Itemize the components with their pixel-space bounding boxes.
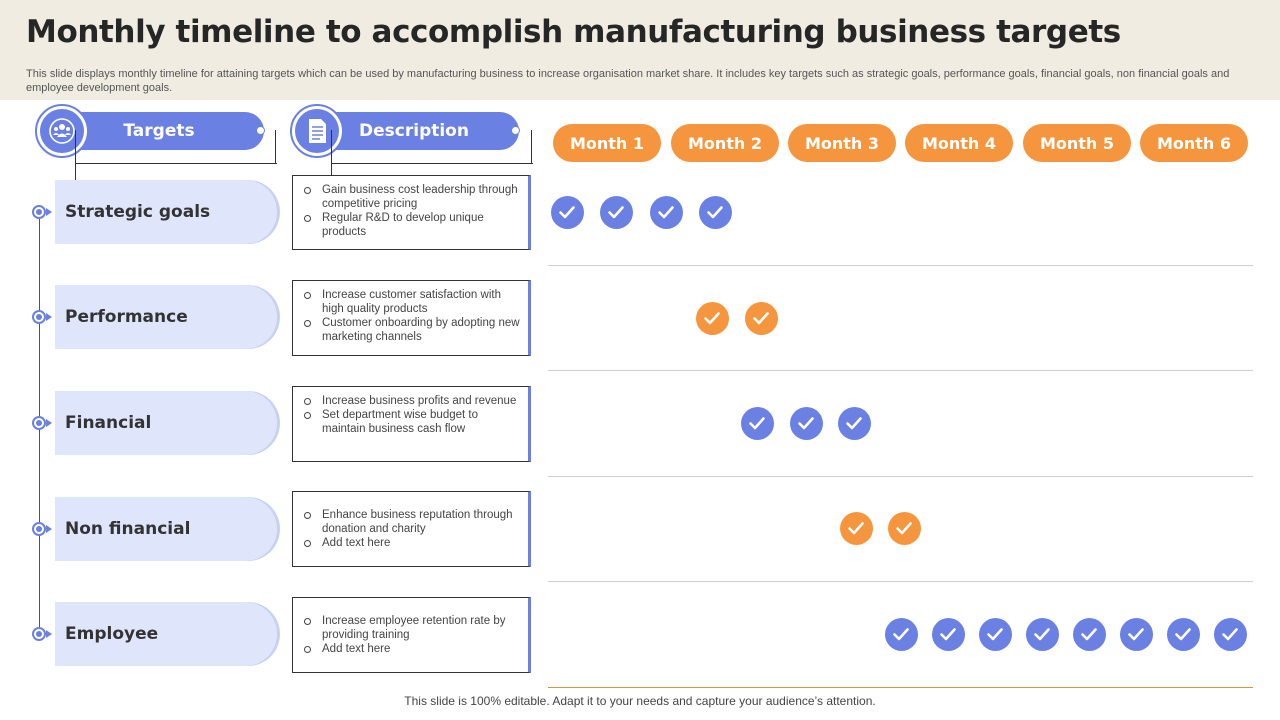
targets-connector-stem	[75, 163, 76, 181]
month-5-header: Month 5	[1023, 124, 1131, 162]
timeline-arrow	[46, 525, 52, 533]
description-box: Increase customer satisfaction with high…	[292, 280, 531, 356]
target-non-financial: Non financial	[55, 497, 277, 561]
check-icon	[744, 301, 778, 335]
description-header-end-dot	[511, 126, 520, 135]
description-item: Add text here	[303, 642, 520, 656]
check-icon	[649, 195, 683, 229]
timeline-node	[32, 416, 46, 430]
check-icon	[978, 617, 1012, 651]
description-item: Regular R&D to develop unique products	[303, 211, 520, 239]
description-box: Enhance business reputation through dona…	[292, 491, 531, 567]
target-label: Strategic goals	[65, 202, 211, 222]
check-icon	[695, 301, 729, 335]
row-divider	[548, 265, 1253, 266]
check-icon	[1025, 617, 1059, 651]
row-divider	[548, 581, 1253, 582]
team-icon	[35, 104, 89, 158]
targets-connector	[75, 130, 276, 163]
check-icon	[887, 511, 921, 545]
check-icon	[931, 617, 965, 651]
target-label: Financial	[65, 413, 152, 433]
description-connector-stem	[331, 163, 332, 176]
target-label: Employee	[65, 624, 159, 644]
description-item: Set department wise budget to maintain b…	[303, 408, 520, 436]
description-item: Increase employee retention rate by prov…	[303, 614, 520, 642]
description-box: Increase business profits and revenue Se…	[292, 386, 531, 462]
slide-subtitle: This slide displays monthly timeline for…	[26, 68, 1230, 94]
description-item: Add text here	[303, 536, 520, 550]
check-icon	[1166, 617, 1200, 651]
timeline-node	[32, 310, 46, 324]
timeline-node	[32, 522, 46, 536]
targets-header-label: Targets	[123, 121, 195, 141]
check-icon	[550, 195, 584, 229]
targets-connector-bottom	[75, 163, 277, 164]
timeline-arrow	[46, 313, 52, 321]
description-connector	[331, 130, 532, 163]
check-icon	[1213, 617, 1247, 651]
description-item: Increase customer satisfaction with high…	[303, 288, 520, 316]
month-1-header: Month 1	[553, 124, 661, 162]
header-band: Monthly timeline to accomplish manufactu…	[0, 0, 1280, 100]
month-3-header: Month 3	[788, 124, 896, 162]
month-2-header: Month 2	[671, 124, 779, 162]
description-item: Gain business cost leadership through co…	[303, 183, 520, 211]
description-connector-bottom	[331, 163, 533, 164]
check-icon	[789, 406, 823, 440]
row-divider	[548, 370, 1253, 371]
slide-title: Monthly timeline to accomplish manufactu…	[26, 14, 1121, 50]
check-icon	[698, 195, 732, 229]
targets-header: Targets	[54, 112, 264, 150]
target-employee: Employee	[55, 602, 277, 666]
target-performance: Performance	[55, 285, 277, 349]
month-4-header: Month 4	[905, 124, 1013, 162]
targets-header-end-dot	[256, 126, 265, 135]
timeline-arrow	[46, 208, 52, 216]
timeline-node	[32, 627, 46, 641]
timeline-arrow	[46, 630, 52, 638]
check-icon	[884, 617, 918, 651]
bottom-divider	[548, 687, 1253, 688]
timeline-node	[32, 205, 46, 219]
target-label: Performance	[65, 307, 188, 327]
row-divider	[548, 476, 1253, 477]
target-financial: Financial	[55, 391, 277, 455]
target-strategic-goals: Strategic goals	[55, 180, 277, 244]
timeline-arrow	[46, 419, 52, 427]
description-item: Enhance business reputation through dona…	[303, 508, 520, 536]
description-box: Increase employee retention rate by prov…	[292, 597, 531, 673]
check-icon	[599, 195, 633, 229]
description-header-label: Description	[359, 121, 469, 141]
description-header: Description	[309, 112, 519, 150]
check-icon	[1119, 617, 1153, 651]
description-box: Gain business cost leadership through co…	[292, 175, 531, 250]
description-item: Customer onboarding by adopting new mark…	[303, 316, 520, 344]
month-6-header: Month 6	[1140, 124, 1248, 162]
check-icon	[839, 511, 873, 545]
check-icon	[837, 406, 871, 440]
footer-note: This slide is 100% editable. Adapt it to…	[404, 694, 876, 708]
check-icon	[1072, 617, 1106, 651]
description-item: Increase business profits and revenue	[303, 394, 520, 408]
check-icon	[740, 406, 774, 440]
target-label: Non financial	[65, 519, 191, 539]
